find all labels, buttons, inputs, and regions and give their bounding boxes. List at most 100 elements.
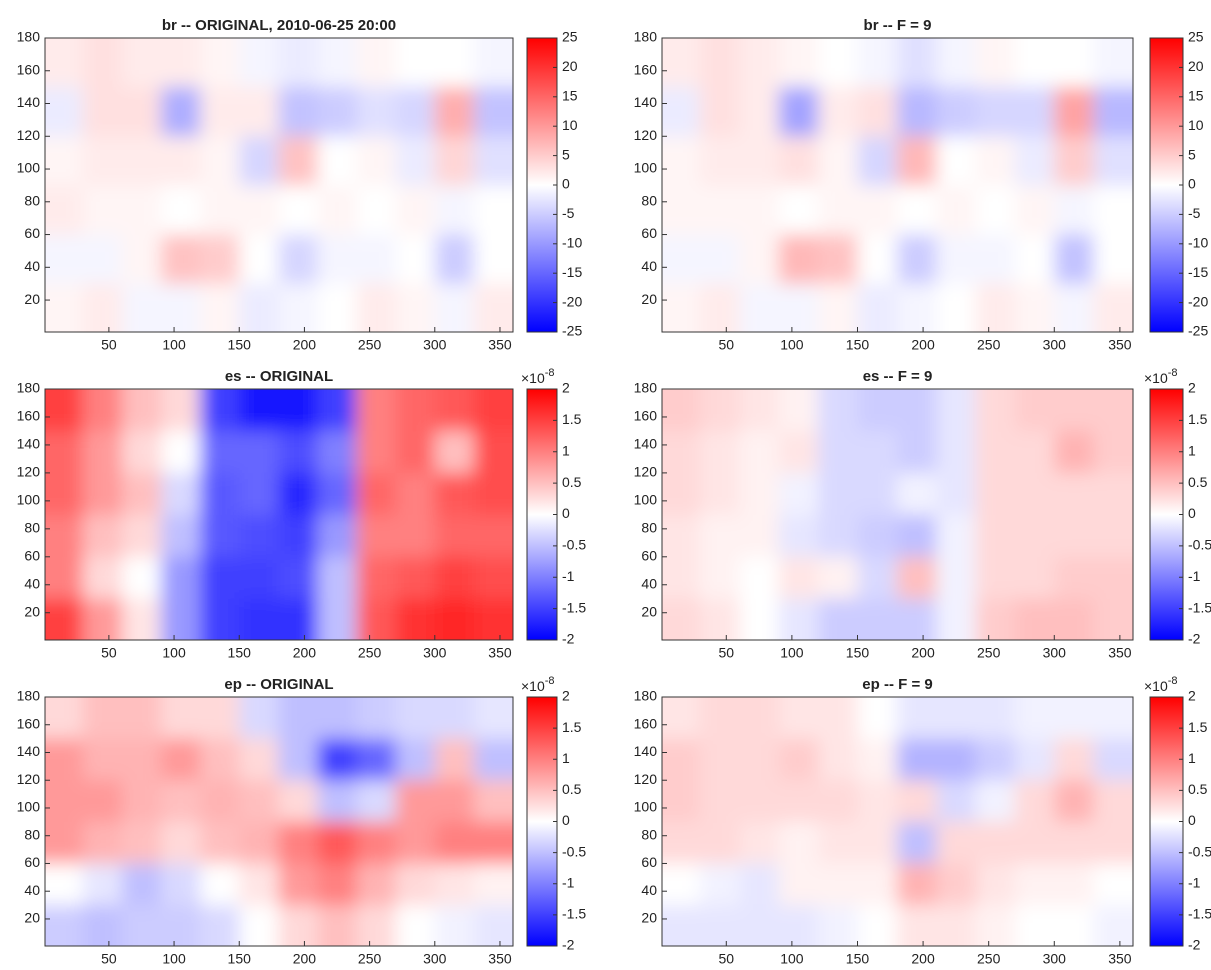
heat-cell (200, 905, 241, 946)
heat-cell (121, 863, 163, 907)
heat-cell (200, 556, 241, 600)
heat-cell (395, 185, 436, 236)
heat-cell (356, 87, 397, 138)
heat-cell (200, 234, 241, 285)
heat-cell (936, 234, 977, 285)
heat-cell (1093, 556, 1133, 600)
heat-cell (936, 38, 977, 89)
heat-cell (395, 283, 436, 332)
y-tick-label: 60 (641, 854, 657, 870)
y-tick-label: 140 (634, 743, 658, 759)
colorbar-tick-label: -10 (1188, 235, 1208, 251)
colorbar-tick-label: -1.5 (562, 906, 586, 922)
heat-cell (1054, 185, 1095, 236)
heat-cell (473, 389, 513, 432)
x-tick-label: 50 (718, 337, 734, 353)
y-tick-label: 80 (24, 826, 40, 842)
heat-cell (473, 430, 513, 474)
heat-cell (700, 389, 741, 432)
heat-cell (1054, 738, 1095, 782)
heat-cell (278, 472, 319, 516)
heat-cell (239, 863, 280, 907)
colorbar-tick-label: -10 (562, 235, 582, 251)
heat-cell (975, 738, 1016, 782)
colorbar-tick-label: 0 (562, 812, 570, 828)
x-tick-label: 350 (1108, 951, 1132, 967)
heat-cell (662, 430, 702, 474)
heat-cell (278, 863, 319, 907)
colorbar-tick-label: 5 (562, 146, 570, 162)
heat-cell (317, 185, 358, 236)
heat-cell (82, 598, 123, 640)
heatmap-area (662, 389, 1133, 640)
colorbar-tick-label: 10 (1188, 117, 1204, 133)
heat-cell (473, 514, 513, 558)
heat-cell (239, 430, 280, 474)
heat-cell (82, 185, 123, 236)
heat-cell (662, 598, 702, 640)
heat-cell (45, 905, 84, 946)
heat-cell (473, 136, 513, 187)
colorbar-tick-label: -1.5 (562, 599, 586, 615)
multiplier-exponent: -8 (1168, 367, 1178, 379)
x-tick-label: 300 (423, 645, 447, 661)
heat-cell (896, 38, 938, 89)
colorbar-tick-label: 0.5 (1188, 474, 1208, 490)
heat-cell (662, 234, 702, 285)
colorbar-tick-label: -1 (1188, 874, 1201, 890)
heat-cell (778, 514, 820, 558)
heat-cell (395, 738, 436, 782)
colorbar-tick-label: -5 (562, 205, 575, 221)
heat-cell (434, 863, 475, 907)
colorbar-tick-label: 0 (562, 505, 570, 521)
heat-cell (278, 780, 319, 823)
heat-cell (818, 472, 859, 516)
y-tick-label: 180 (17, 688, 41, 704)
colorbar-tick-label: -1 (1188, 568, 1201, 584)
heat-cell (161, 863, 202, 907)
x-tick-label: 300 (423, 337, 447, 353)
heat-cell (434, 136, 475, 187)
y-tick-label: 180 (17, 380, 41, 396)
heat-cell (395, 780, 436, 823)
heat-cell (45, 136, 84, 187)
axes-box (661, 696, 1134, 947)
heat-cell (662, 38, 702, 89)
heat-cell (818, 514, 859, 558)
heat-cell (857, 136, 898, 187)
heat-cell (1054, 780, 1095, 823)
heat-cell (161, 283, 202, 332)
heat-cell (1014, 472, 1056, 516)
heatmap-area (662, 38, 1133, 332)
heat-cell (200, 283, 241, 332)
heat-cell (473, 87, 513, 138)
heat-cell (662, 780, 702, 823)
heat-cell (700, 430, 741, 474)
y-tick-label: 140 (17, 436, 41, 452)
heat-cell (700, 905, 741, 946)
colorbar (1149, 696, 1184, 947)
heat-cell (896, 389, 938, 432)
heat-cell (700, 821, 741, 865)
heat-cell (121, 472, 163, 516)
heat-cell (434, 185, 475, 236)
panel-title: es -- F = 9 (863, 368, 933, 385)
heat-cell (896, 136, 938, 187)
heat-cell (278, 697, 319, 740)
y-tick-label: 40 (641, 258, 657, 274)
y-tick-label: 100 (634, 492, 658, 508)
y-tick-label: 180 (634, 688, 658, 704)
heat-cell (1014, 780, 1056, 823)
colorbar-tick-label: -0.5 (562, 537, 586, 553)
axes-box (44, 696, 514, 947)
heat-cell (1014, 738, 1056, 782)
multiplier-base: ×10 (1144, 370, 1168, 386)
heat-cell (317, 283, 358, 332)
colorbar (526, 696, 558, 947)
y-tick-label: 160 (17, 715, 41, 731)
heat-cell (356, 905, 397, 946)
y-tick-label: 60 (641, 225, 657, 241)
heat-cell (778, 472, 820, 516)
heat-cell (356, 556, 397, 600)
heat-cell (200, 136, 241, 187)
